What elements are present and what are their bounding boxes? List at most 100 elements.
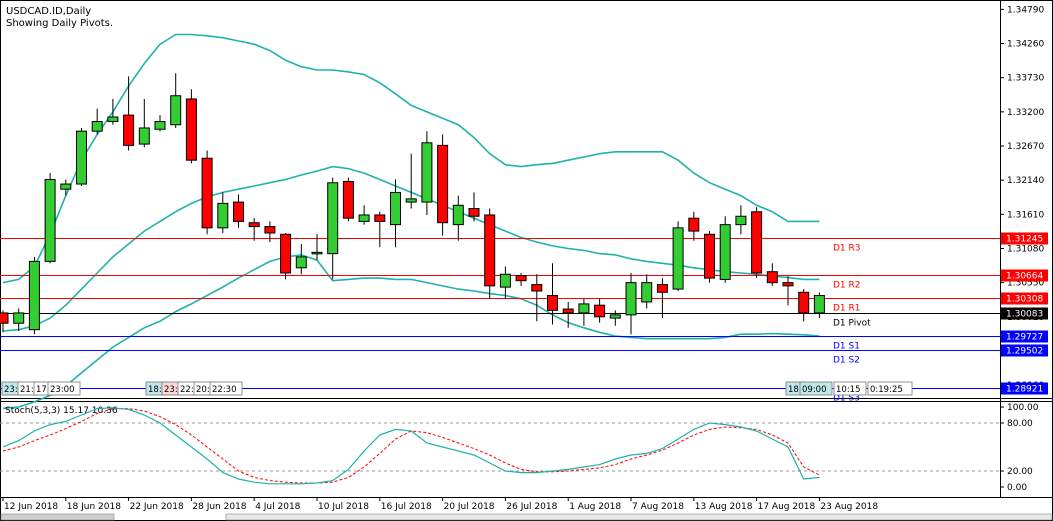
candle-body	[138, 127, 150, 145]
stoch-tick-label: 100.00	[1007, 403, 1039, 413]
pivot-price-tag	[1001, 292, 1048, 305]
pivot-price-tag	[1001, 330, 1048, 343]
price-tick-label: 1.33730	[1007, 74, 1044, 84]
price-tick-label: 1.34790	[1007, 5, 1044, 15]
pivot-price-tag-label: 1.30664	[1006, 272, 1043, 282]
time-tick-label: 4 Jul 2018	[255, 502, 300, 512]
pivot-price-tag	[1001, 307, 1048, 320]
time-tick-label: 16 Jul 2018	[381, 502, 432, 512]
candle-body	[91, 121, 103, 132]
candle-body	[44, 179, 56, 262]
candle-body	[531, 284, 543, 292]
time-box-label: 09:00	[802, 385, 827, 395]
stoch-tick-label: 20.00	[1007, 467, 1033, 477]
pivot-line-label: D1 S2	[833, 356, 860, 366]
candle-body	[154, 121, 166, 130]
candle-body	[798, 291, 810, 314]
pivot-price-tag-label: 1.30083	[1006, 310, 1043, 320]
candle-body	[515, 275, 527, 282]
candle-body	[0, 312, 9, 324]
candle-body	[562, 308, 574, 314]
chart-subtitle: Showing Daily Pivots.	[6, 18, 114, 29]
candle-body	[264, 226, 276, 234]
time-tick-label: 20 Jul 2018	[444, 502, 495, 512]
candle-body	[484, 214, 496, 287]
candle-body	[185, 98, 197, 161]
stoch-signal-line	[2, 408, 820, 484]
pivot-price-tag	[1001, 344, 1048, 357]
time-box	[47, 381, 81, 396]
scroll-strip-right	[225, 513, 1053, 521]
candle-body	[390, 191, 401, 226]
candle-body	[766, 271, 778, 284]
candle-body	[735, 215, 747, 226]
candle-body	[782, 282, 794, 287]
time-box-label: 23:	[4, 385, 18, 395]
candle-body	[641, 282, 653, 303]
pivot-line-label: D1 R2	[833, 281, 861, 291]
time-tick-label: 17 Aug 2018	[758, 502, 816, 512]
pivot-price-tag	[1001, 269, 1048, 282]
pivot-price-tag-label: 1.31245	[1006, 235, 1043, 245]
candle-body	[704, 233, 715, 279]
time-box-label: 22:30	[212, 385, 237, 395]
candle-body	[421, 142, 433, 203]
candle-body	[813, 295, 825, 314]
time-box-label: 20:	[196, 385, 210, 395]
time-tick-label: 10 Jul 2018	[318, 502, 369, 512]
price-tick-label: 1.30550	[1007, 279, 1044, 289]
scroll-strip-left	[0, 513, 115, 521]
candle-body	[327, 182, 339, 255]
candle-body	[107, 116, 119, 123]
price-tick-label: 1.34260	[1007, 40, 1044, 50]
time-box-label: 17:	[36, 385, 50, 395]
candle-body	[358, 214, 370, 222]
price-tick-label: 1.31080	[1007, 244, 1044, 254]
candle-body	[672, 227, 684, 290]
pivot-line-label: D1 S3	[833, 394, 860, 404]
time-box-label: 21:	[20, 385, 34, 395]
candle-body	[123, 114, 135, 146]
time-tick-label: 7 Aug 2018	[632, 502, 684, 512]
candle-body	[280, 233, 292, 274]
pivot-line-label: D1 S1	[833, 342, 860, 352]
candle-body	[201, 157, 213, 229]
time-tick-label: 18 Jun 2018	[67, 502, 121, 512]
time-box	[209, 381, 243, 396]
time-box	[867, 381, 913, 396]
time-tick-label: 12 Jun 2018	[4, 502, 58, 512]
candle-body	[60, 183, 72, 190]
candle-body	[13, 312, 25, 324]
time-box-label: 18:	[788, 385, 802, 395]
candle-body	[594, 304, 606, 318]
candle-body	[28, 260, 40, 331]
price-tick-label: 1.32140	[1007, 176, 1044, 186]
time-box-label: 0:19:25	[870, 385, 903, 395]
candle-body	[76, 130, 87, 185]
time-box	[799, 381, 833, 396]
price-tick-label: 1.32670	[1007, 142, 1044, 152]
time-tick-label: 1 Aug 2018	[569, 502, 621, 512]
price-tick-label: 1.31610	[1007, 210, 1044, 220]
candle-body	[656, 284, 668, 293]
pivot-line-label: D1 Pivot	[833, 319, 871, 329]
time-box-label: 22:	[180, 385, 194, 395]
candle-body	[609, 314, 621, 319]
candle-body	[233, 201, 244, 222]
pivot-price-tag-label: 1.30308	[1006, 295, 1043, 305]
pivot-price-tag-label: 1.29727	[1006, 333, 1043, 343]
pivot-price-tag-label: 1.28921	[1006, 385, 1043, 395]
pivot-price-tag	[1001, 382, 1048, 395]
time-box	[833, 381, 867, 396]
candle-body	[688, 217, 700, 232]
time-tick-label: 26 Jul 2018	[506, 502, 557, 512]
candle-body	[452, 204, 464, 226]
pivot-line-label: D1 R1	[833, 304, 861, 314]
candle-body	[468, 208, 480, 217]
candle-body	[342, 180, 354, 219]
bollinger-lower-line	[2, 254, 820, 410]
candle-body	[374, 214, 386, 222]
candle-body	[437, 144, 449, 224]
